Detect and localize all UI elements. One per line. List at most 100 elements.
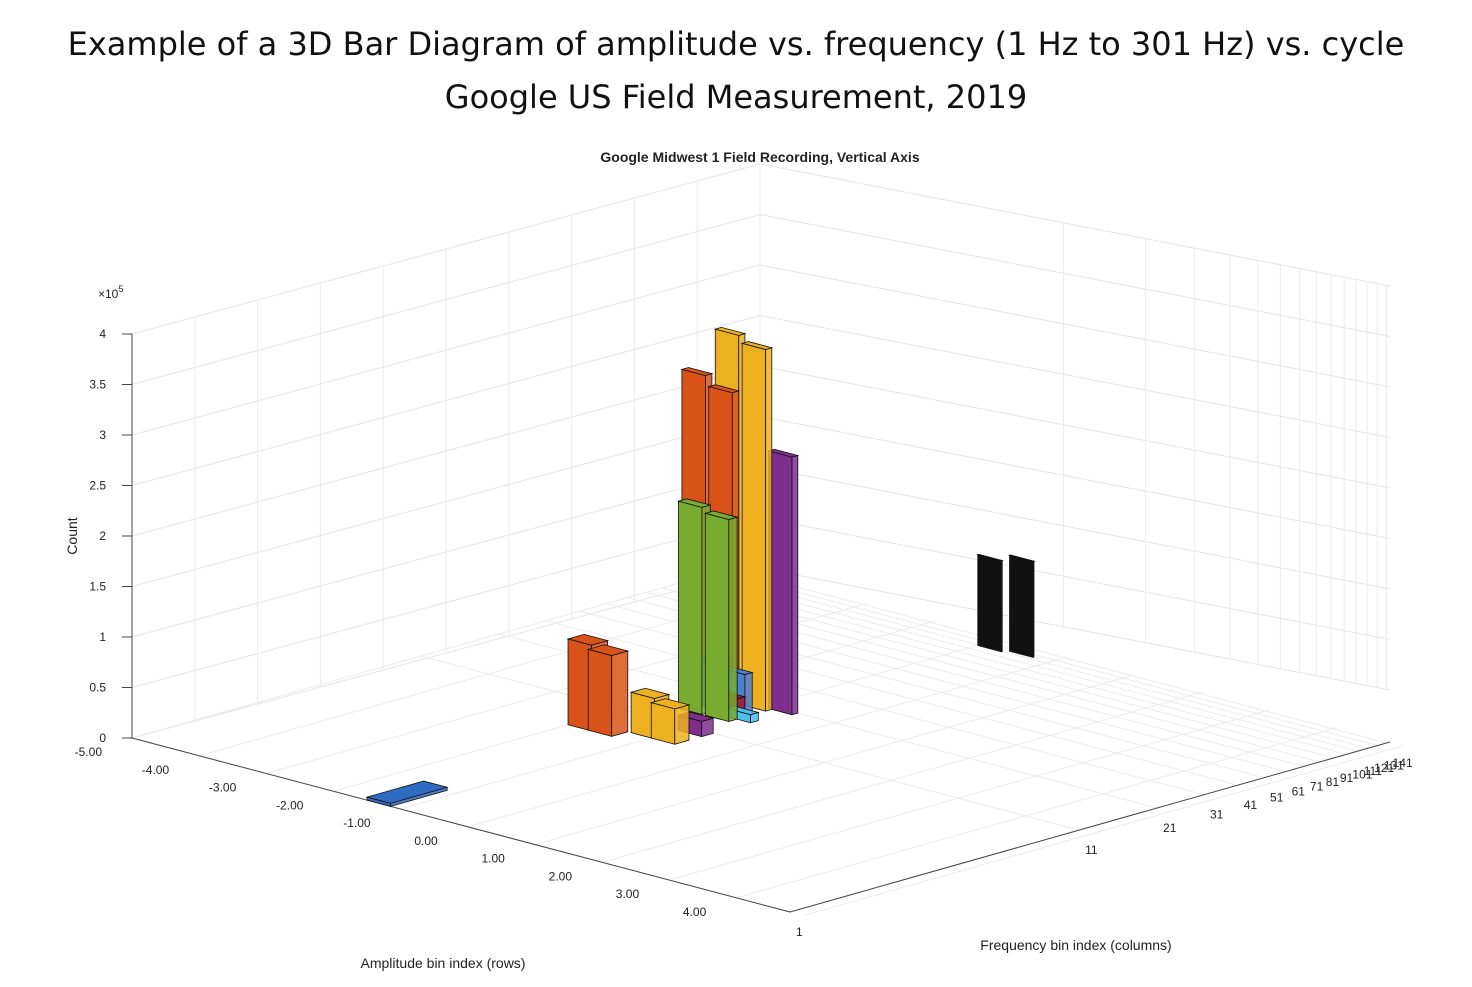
bar-face-top — [566, 633, 610, 646]
bar-face-side — [728, 516, 738, 723]
x-tick-label: -4.00 — [142, 763, 170, 777]
bar-face-side — [765, 347, 773, 712]
bar — [1008, 554, 1036, 658]
bar — [365, 780, 449, 807]
grid-line — [759, 163, 1391, 287]
y-tick-label: 101 — [1352, 767, 1372, 781]
grid-line — [759, 517, 1391, 640]
y-tick-label: 61 — [1292, 785, 1306, 799]
z-tick-label: 1 — [99, 630, 106, 644]
bar-face-front — [741, 342, 767, 712]
y-tick-label: 81 — [1326, 775, 1340, 789]
grid-line — [467, 656, 1068, 828]
y-axis-label: Frequency bin index (columns) — [980, 937, 1171, 953]
grid-line — [131, 567, 733, 739]
bar-face-front — [587, 648, 613, 737]
grid-line — [545, 620, 1205, 796]
y-axis-line — [789, 741, 1391, 913]
grid-line — [759, 365, 1391, 489]
y-tick-label: 11 — [1085, 843, 1098, 857]
grid-line — [759, 214, 1391, 337]
x-tick-label: 2.00 — [549, 869, 573, 883]
bar-face-side — [1000, 559, 1003, 653]
y-tick-label: 141 — [1393, 756, 1413, 770]
z-exponent-label: ×105 — [98, 284, 123, 301]
bar-face-top — [713, 326, 747, 336]
bar-face-side — [791, 454, 799, 716]
bar-face-top — [740, 341, 774, 350]
z-axis-label: Count — [64, 517, 80, 554]
z-tick-label: 2.5 — [89, 479, 106, 493]
bar-face-top — [586, 644, 630, 656]
bar-face-top — [766, 448, 800, 458]
bar-face-front — [650, 702, 676, 745]
grid-line — [736, 727, 1337, 899]
bar-face-top — [1008, 554, 1036, 562]
grid-line — [420, 655, 1080, 831]
bar-face-top — [649, 698, 691, 710]
grid-line — [710, 573, 1369, 749]
y-tick-label: 51 — [1270, 791, 1284, 805]
z-tick-label: 1.5 — [89, 580, 106, 594]
y-tick-label: 71 — [1310, 779, 1324, 793]
y-tick-label: 121 — [1374, 761, 1394, 775]
bar-face-top — [629, 687, 671, 699]
grid-line — [719, 570, 1378, 746]
grid-line — [759, 264, 1391, 388]
grid-line — [699, 576, 1358, 752]
bar-face-top — [707, 384, 741, 394]
bars-group — [365, 326, 1036, 807]
grid-line — [669, 709, 1270, 881]
y-tick-label: 91 — [1340, 771, 1354, 785]
x-tick-label: 0.00 — [414, 834, 438, 848]
bar-face-front — [704, 512, 730, 723]
bar-face-top — [676, 498, 712, 508]
z-tick-label: 0.5 — [89, 681, 106, 695]
grid-line — [728, 568, 1387, 744]
grid-line — [601, 691, 1203, 863]
z-tick-label: 3 — [99, 428, 106, 442]
bar-face-side — [674, 704, 690, 745]
grid-line — [803, 745, 1404, 917]
bar-face-front — [1009, 554, 1034, 658]
bar-face-front — [678, 500, 703, 715]
bar-face-top — [703, 510, 739, 520]
bar-face-top — [680, 367, 714, 376]
x-tick-label: 3.00 — [616, 887, 640, 901]
back-grid-walls — [131, 163, 1391, 739]
x-axis-label: Amplitude bin index (rows) — [361, 955, 526, 971]
x-tick-label: -3.00 — [209, 781, 237, 795]
bar — [703, 510, 739, 723]
bar — [740, 341, 774, 712]
chart-title: Google Midwest 1 Field Recording, Vertic… — [600, 149, 919, 165]
grid-line — [759, 466, 1391, 590]
x-tick-label: 4.00 — [683, 905, 707, 919]
bar-face-side — [611, 650, 629, 737]
x-tick-label: -2.00 — [276, 798, 304, 812]
z-tick-label: 3.5 — [89, 378, 106, 392]
y-tick-label: 131 — [1384, 758, 1404, 772]
grid-line — [759, 315, 1391, 438]
tick-labels: 0 0.5 1 1.5 2 2.5 3 3.5 4 -5.00 -4.00 -3.00 -2.00 -1.… — [75, 327, 1413, 939]
y-tick-label: 21 — [1163, 821, 1177, 835]
x-tick-label: 1.00 — [481, 852, 505, 866]
grid-line — [534, 674, 1135, 846]
x-axis-line — [131, 737, 791, 913]
bar-face-top — [976, 553, 1004, 562]
bar — [586, 644, 630, 737]
x-tick-label: -1.00 — [343, 816, 371, 830]
z-tick-label: 2 — [99, 529, 106, 543]
bar — [976, 553, 1004, 653]
grid-line — [759, 567, 1391, 691]
bar — [649, 698, 691, 745]
grid-line — [759, 416, 1391, 539]
z-tick-label: 4 — [99, 327, 106, 341]
bar-face-side — [1032, 560, 1035, 658]
bar — [766, 448, 800, 716]
z-tick-label: 0 — [99, 731, 106, 745]
bar-face-front — [977, 554, 1002, 653]
y-tick-label: 41 — [1244, 798, 1258, 812]
slide-title: Example of a 3D Bar Diagram of amplitude… — [67, 25, 1405, 63]
y-tick-label: 111 — [1364, 764, 1383, 778]
